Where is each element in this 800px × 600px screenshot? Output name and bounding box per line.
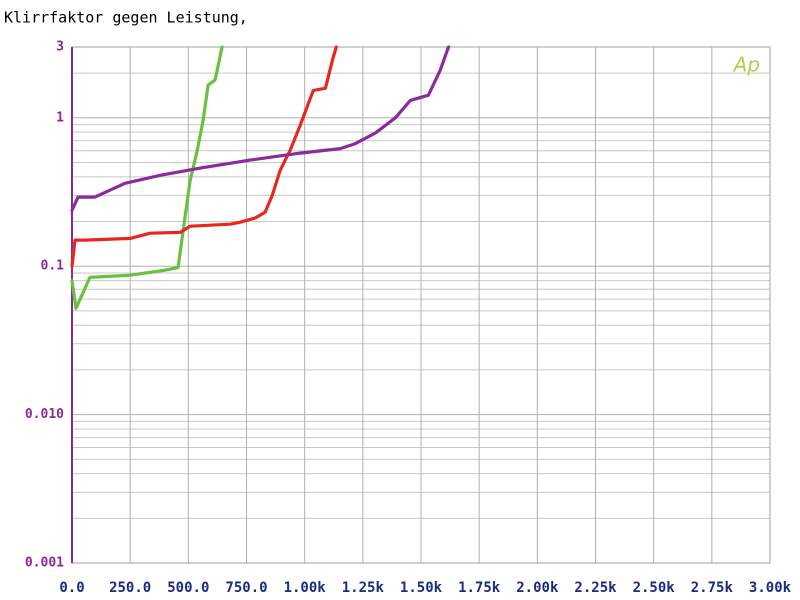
x-tick-label: 1.75k bbox=[458, 580, 501, 596]
x-tick-label: 1.00k bbox=[284, 580, 327, 596]
y-tick-label: 0.1 bbox=[41, 259, 65, 274]
x-tick-label: 1.50k bbox=[400, 580, 443, 596]
series-line bbox=[70, 45, 338, 268]
x-tick-label: 3.00k bbox=[749, 580, 792, 596]
y-tick-label: 0.001 bbox=[25, 556, 64, 571]
x-tick-label: 2.25k bbox=[574, 580, 617, 596]
y-tick-label: 3 bbox=[56, 40, 64, 55]
x-tick-label: 0.0 bbox=[59, 580, 84, 596]
x-tick-label: 250.0 bbox=[109, 580, 151, 596]
y-tick-label: 1 bbox=[56, 110, 64, 125]
logo: Ap bbox=[732, 53, 760, 77]
x-tick-label: 500.0 bbox=[167, 580, 209, 596]
x-tick-label: 750.0 bbox=[225, 580, 267, 596]
x-tick-label: 2.75k bbox=[691, 580, 734, 596]
chart-title: Klirrfaktor gegen Leistung, bbox=[4, 9, 248, 27]
x-tick-label: 2.00k bbox=[516, 580, 559, 596]
x-tick-label: 1.25k bbox=[342, 580, 385, 596]
y-tick-label: 0.010 bbox=[25, 407, 64, 422]
series-line bbox=[70, 45, 451, 212]
x-tick-label: 2.50k bbox=[633, 580, 676, 596]
